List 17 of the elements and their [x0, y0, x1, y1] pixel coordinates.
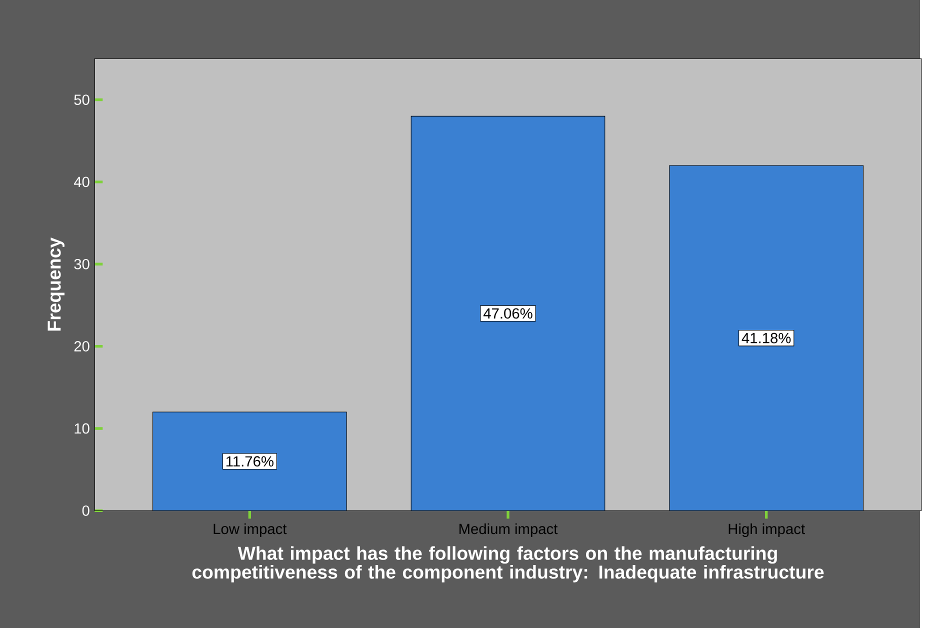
x-tick-label: Low impact: [214, 523, 287, 538]
x-axis-title: What impact has the following factors on the manufacturing competitiveness of the component industry: Inadequate infrastructure: [192, 546, 824, 582]
annotation: 47.06%: [483, 308, 532, 319]
x-tick-label: Medium impact: [460, 523, 558, 538]
y-tick-label: 40: [74, 176, 90, 188]
y-tick-label: 0: [82, 505, 90, 516]
y-tick-label: 10: [74, 423, 90, 434]
bar: [152, 412, 347, 511]
x-tick-label: High impact: [728, 523, 805, 538]
annotation: 11.76%: [226, 456, 274, 467]
bar: [410, 116, 606, 511]
y-tick-label: 50: [74, 94, 90, 105]
y-tick-label: 30: [74, 258, 90, 270]
y-axis-title: Frequency: [48, 238, 64, 331]
bar: [669, 165, 864, 511]
annotation: 41.18%: [742, 332, 791, 344]
y-tick-label: 20: [74, 341, 90, 352]
